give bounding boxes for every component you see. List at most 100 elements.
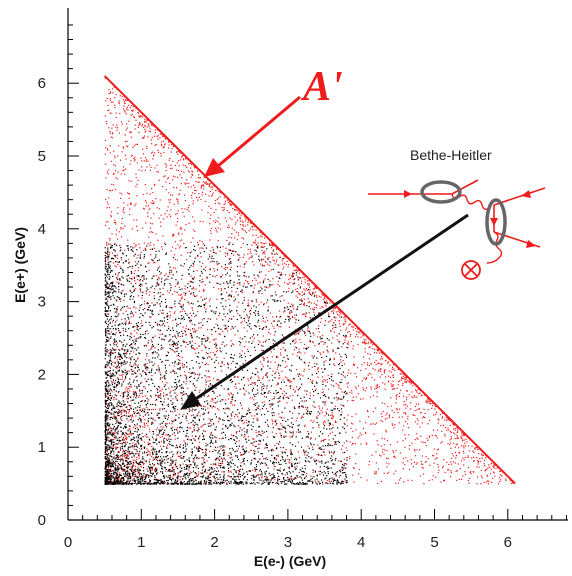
scatter-point [451,453,453,455]
scatter-point [454,462,456,464]
scatter-point [219,453,221,455]
scatter-point [407,479,409,481]
scatter-point [111,333,113,335]
scatter-point [189,381,191,383]
scatter-point [280,348,282,350]
scatter-point [142,153,144,155]
scatter-point [122,330,124,332]
scatter-point [180,392,182,394]
scatter-point [135,244,137,246]
scatter-point [410,383,412,385]
scatter-point [114,394,116,396]
scatter-point [175,462,177,464]
scatter-point [224,446,226,448]
scatter-point [179,303,181,305]
scatter-point [223,388,225,390]
scatter-point [458,452,460,454]
scatter-point [231,233,233,235]
scatter-point [214,370,216,373]
scatter-point [464,442,466,444]
scatter-point [392,376,394,378]
scatter-point [115,416,118,418]
scatter-point [337,480,339,482]
scatter-point [244,308,246,311]
scatter-point [117,263,119,266]
scatter-point [226,482,228,484]
scatter-point [128,433,130,435]
scatter-point [244,230,247,232]
scatter-point [148,399,150,401]
scatter-point [112,446,114,448]
scatter-point [301,294,303,297]
scatter-point [390,383,392,385]
scatter-point [305,312,307,314]
scatter-point [427,458,429,460]
scatter-point [253,264,255,266]
scatter-point [348,330,350,333]
scatter-point [146,362,148,364]
scatter-point [345,475,347,477]
scatter-point [290,381,292,383]
scatter-point [324,297,326,299]
scatter-point [341,346,343,348]
scatter-point [124,372,126,374]
scatter-point [138,453,140,455]
scatter-point [177,324,179,326]
scatter-point [259,439,262,441]
scatter-point [189,312,191,314]
scatter-point [152,231,154,234]
scatter-point [144,475,146,477]
scatter-point [129,163,131,165]
scatter-point [133,243,135,245]
scatter-point [328,312,330,314]
scatter-point [272,403,274,405]
scatter-point [162,235,164,237]
scatter-point [194,316,196,318]
scatter-point [137,279,139,281]
scatter-point [124,110,126,112]
scatter-point [120,173,122,175]
scatter-point [153,247,155,249]
scatter-point [396,396,398,398]
scatter-point [114,155,116,157]
scatter-point [106,428,108,431]
scatter-point [173,312,175,314]
scatter-point [126,437,128,439]
scatter-point [319,307,321,309]
scatter-point [128,476,130,478]
scatter-point [156,171,158,173]
scatter-point [339,340,341,343]
scatter-point [388,380,390,382]
scatter-point [106,422,108,424]
scatter-point [127,420,129,422]
scatter-point [111,395,113,397]
scatter-point [148,294,150,296]
scatter-point [141,381,143,383]
scatter-point [330,384,332,386]
scatter-point [126,476,128,478]
scatter-point [142,408,144,410]
scatter-point [496,467,498,469]
scatter-point [492,477,494,480]
scatter-point [306,435,308,437]
scatter-point [149,227,152,229]
scatter-point [282,268,284,270]
scatter-point [255,229,257,231]
scatter-point [275,424,277,426]
scatter-point [235,432,237,434]
scatter-point [204,405,206,408]
scatter-point [177,479,179,482]
scatter-point [479,460,481,463]
scatter-point [468,450,470,452]
scatter-point [133,370,135,372]
scatter-point [131,333,133,335]
scatter-point [154,321,157,323]
scatter-point [458,447,460,449]
scatter-point [448,419,450,421]
scatter-point [343,395,345,397]
scatter-point [220,276,222,278]
scatter-point [192,216,194,218]
scatter-point [239,419,241,421]
x-tick-label: 5 [430,534,438,551]
scatter-point [119,349,121,351]
